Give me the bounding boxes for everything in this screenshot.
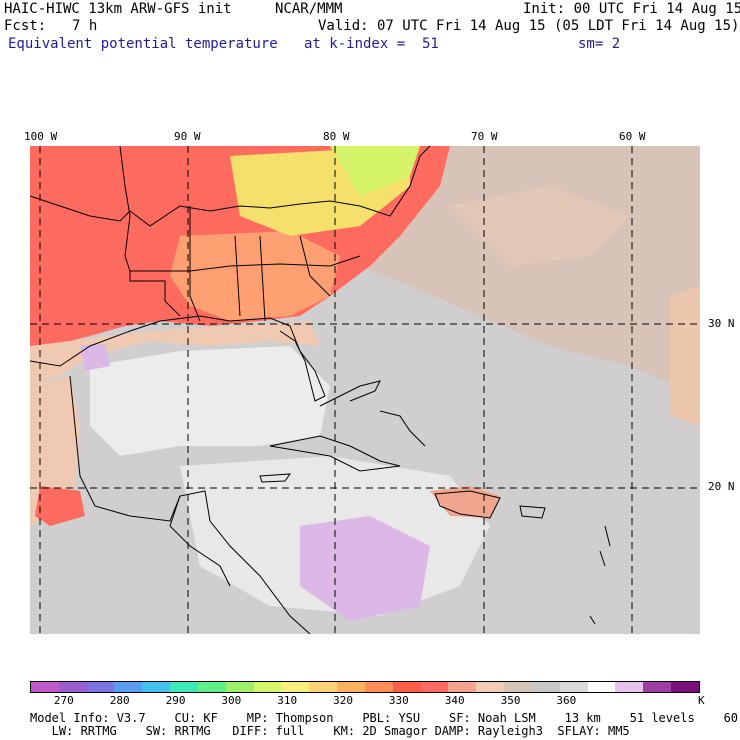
colorbar-swatch [86,682,115,692]
lon-label-90w: 90 W [174,130,201,143]
model-title: HAIC-HIWC 13km ARW-GFS init [4,1,232,17]
colorbar-swatch [364,682,393,692]
light-field-gulf [90,346,330,456]
colorbar-swatch [615,682,644,692]
colorbar-swatch [420,682,449,692]
colorbar-tick-label: 290 [165,694,186,707]
model-info-line2: LW: RRTMG SW: RRTMG DIFF: full KM: 2D Sm… [30,724,630,738]
colorbar-swatch [337,682,365,692]
valid-time: Valid: 07 UTC Fri 14 Aug 15 (05 LDT Fri … [318,18,740,34]
green-field-northeast [330,146,420,196]
lon-label-70w: 70 W [471,130,498,143]
field-name: Equivalent potential temperature [8,36,278,52]
organization-label: NCAR/MMM [275,1,343,17]
k-index-label: at k-index = 51 [304,36,439,52]
peach-field-east [670,286,700,426]
init-time: Init: 00 UTC Fri 14 Aug 15 [523,1,740,17]
smoothing-label: sm= 2 [578,36,621,52]
colorbar-swatch [531,682,560,692]
forecast-hour: 7 h [72,18,98,34]
colorbar-tick-label: 360 [556,694,577,707]
lon-label-60w: 60 W [619,130,646,143]
colorbar-swatch [587,682,616,692]
colorbar-tick-label: 330 [388,694,409,707]
colorbar-swatch [142,682,171,692]
colorbar-swatch [170,682,198,692]
colorbar-swatch [197,682,226,692]
colorbar-unit: K [698,694,705,707]
colorbar-tick-label: 320 [333,694,353,707]
colorbar-tick-label: 270 [53,694,74,707]
lavender-field-gulf-coast [80,344,110,371]
colorbar-tick-label: 280 [109,694,130,707]
forecast-label: Fcst: [4,18,47,34]
colorbar-swatch [309,682,338,692]
colorbar-swatch [504,682,532,692]
colorbar-tick-label: 310 [277,694,298,707]
lon-label-100w: 100 W [24,130,58,143]
colorbar-swatch [253,682,282,692]
colorbar-tick-label: 340 [444,694,465,707]
peach-field-north [450,186,630,266]
colorbar-swatch [114,682,143,692]
peach-field-gulf-coast [30,321,320,386]
lon-label-80w: 80 W [323,130,350,143]
orange-field-southeast [170,231,340,321]
colorbar-swatch [671,682,699,692]
model-info-line1: Model Info: V3.7 CU: KF MP: Thompson PBL… [30,711,740,725]
theta-e-map [30,146,700,634]
tan-field-northeast [360,146,700,396]
lavender-field-caribbean [300,516,430,621]
colorbar-swatch [392,682,421,692]
lat-label-20n: 20 N [708,480,735,493]
colorbar-swatch [58,682,87,692]
colorbar [30,681,700,693]
colorbar-swatch [448,682,477,692]
colorbar-swatch [476,682,505,692]
colorbar-swatch [559,682,588,692]
colorbar-tick-label: 300 [221,694,242,707]
coastlines [30,146,611,634]
red-field-mexico [35,486,85,526]
colorbar-swatch [643,682,672,692]
lat-label-30n: 30 N [708,317,735,330]
colorbar-swatch [281,682,310,692]
colorbar-swatch [225,682,254,692]
graticule [30,146,700,634]
colorbar-swatch [31,682,59,692]
colorbar-tick-label: 350 [500,694,521,707]
